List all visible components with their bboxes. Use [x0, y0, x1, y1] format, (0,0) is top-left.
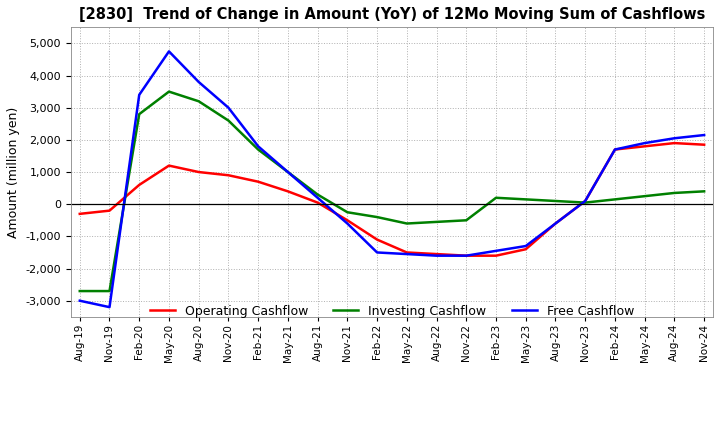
Operating Cashflow — [194, 169, 203, 175]
Operating Cashflow — [313, 200, 322, 205]
Investing Cashflow — [254, 147, 263, 152]
Operating Cashflow — [700, 142, 708, 147]
Free Cashflow — [432, 253, 441, 258]
Legend: Operating Cashflow, Investing Cashflow, Free Cashflow: Operating Cashflow, Investing Cashflow, … — [145, 300, 639, 323]
Investing Cashflow — [670, 191, 679, 196]
Free Cashflow — [76, 298, 84, 303]
Operating Cashflow — [284, 189, 292, 194]
Investing Cashflow — [640, 194, 649, 199]
Investing Cashflow — [313, 192, 322, 197]
Free Cashflow — [402, 251, 411, 257]
Free Cashflow — [254, 144, 263, 149]
Free Cashflow — [611, 147, 619, 152]
Operating Cashflow — [254, 179, 263, 184]
Investing Cashflow — [402, 221, 411, 226]
Line: Investing Cashflow: Investing Cashflow — [80, 92, 704, 291]
Operating Cashflow — [135, 182, 143, 187]
Investing Cashflow — [492, 195, 500, 200]
Free Cashflow — [135, 92, 143, 98]
Free Cashflow — [700, 132, 708, 138]
Operating Cashflow — [343, 218, 351, 223]
Investing Cashflow — [194, 99, 203, 104]
Investing Cashflow — [521, 197, 530, 202]
Free Cashflow — [551, 221, 559, 226]
Operating Cashflow — [581, 198, 590, 204]
Line: Operating Cashflow: Operating Cashflow — [80, 143, 704, 256]
Investing Cashflow — [135, 111, 143, 117]
Operating Cashflow — [640, 144, 649, 149]
Free Cashflow — [521, 243, 530, 249]
Free Cashflow — [492, 248, 500, 253]
Operating Cashflow — [432, 251, 441, 257]
Operating Cashflow — [492, 253, 500, 258]
Free Cashflow — [640, 140, 649, 146]
Free Cashflow — [343, 221, 351, 226]
Free Cashflow — [581, 198, 590, 204]
Operating Cashflow — [670, 140, 679, 146]
Investing Cashflow — [611, 197, 619, 202]
Investing Cashflow — [373, 214, 382, 220]
Operating Cashflow — [402, 250, 411, 255]
Free Cashflow — [224, 105, 233, 110]
Investing Cashflow — [432, 219, 441, 224]
Operating Cashflow — [373, 237, 382, 242]
Free Cashflow — [194, 79, 203, 84]
Investing Cashflow — [551, 198, 559, 204]
Free Cashflow — [670, 136, 679, 141]
Operating Cashflow — [224, 172, 233, 178]
Investing Cashflow — [224, 118, 233, 123]
Free Cashflow — [165, 49, 174, 54]
Investing Cashflow — [105, 289, 114, 294]
Investing Cashflow — [165, 89, 174, 94]
Operating Cashflow — [521, 246, 530, 252]
Free Cashflow — [284, 169, 292, 175]
Investing Cashflow — [462, 218, 471, 223]
Investing Cashflow — [76, 289, 84, 294]
Operating Cashflow — [462, 253, 471, 258]
Investing Cashflow — [343, 209, 351, 215]
Free Cashflow — [462, 253, 471, 258]
Operating Cashflow — [551, 221, 559, 226]
Free Cashflow — [105, 304, 114, 310]
Title: [2830]  Trend of Change in Amount (YoY) of 12Mo Moving Sum of Cashflows: [2830] Trend of Change in Amount (YoY) o… — [78, 7, 705, 22]
Investing Cashflow — [284, 169, 292, 175]
Line: Free Cashflow: Free Cashflow — [80, 51, 704, 307]
Operating Cashflow — [105, 208, 114, 213]
Investing Cashflow — [581, 200, 590, 205]
Y-axis label: Amount (million yen): Amount (million yen) — [7, 106, 20, 238]
Operating Cashflow — [611, 147, 619, 152]
Operating Cashflow — [165, 163, 174, 168]
Investing Cashflow — [700, 189, 708, 194]
Free Cashflow — [313, 195, 322, 200]
Free Cashflow — [373, 250, 382, 255]
Operating Cashflow — [76, 211, 84, 216]
